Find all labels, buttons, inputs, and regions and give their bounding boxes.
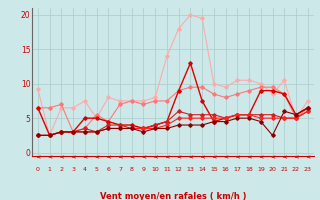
X-axis label: Vent moyen/en rafales ( km/h ): Vent moyen/en rafales ( km/h )	[100, 192, 246, 200]
